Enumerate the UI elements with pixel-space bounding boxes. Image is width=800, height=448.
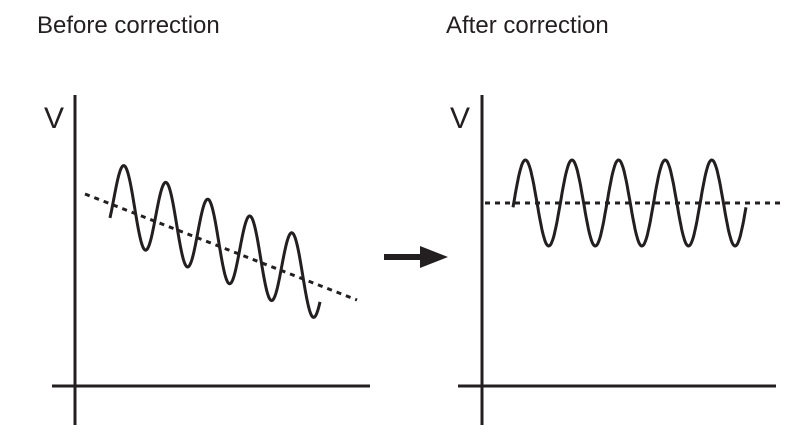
before-drift-baseline	[84, 192, 358, 302]
before-correction-panel: V	[44, 95, 370, 425]
after-correction-panel: V	[450, 95, 780, 425]
after-y-axis-label: V	[450, 102, 470, 135]
before-sine-wave	[108, 164, 322, 319]
before-correction-title: Before correction	[37, 12, 220, 39]
before-y-axis-label: V	[44, 102, 64, 135]
right-arrow-icon	[384, 246, 448, 268]
after-correction-title: After correction	[446, 12, 609, 39]
after-sine-wave	[511, 158, 748, 248]
